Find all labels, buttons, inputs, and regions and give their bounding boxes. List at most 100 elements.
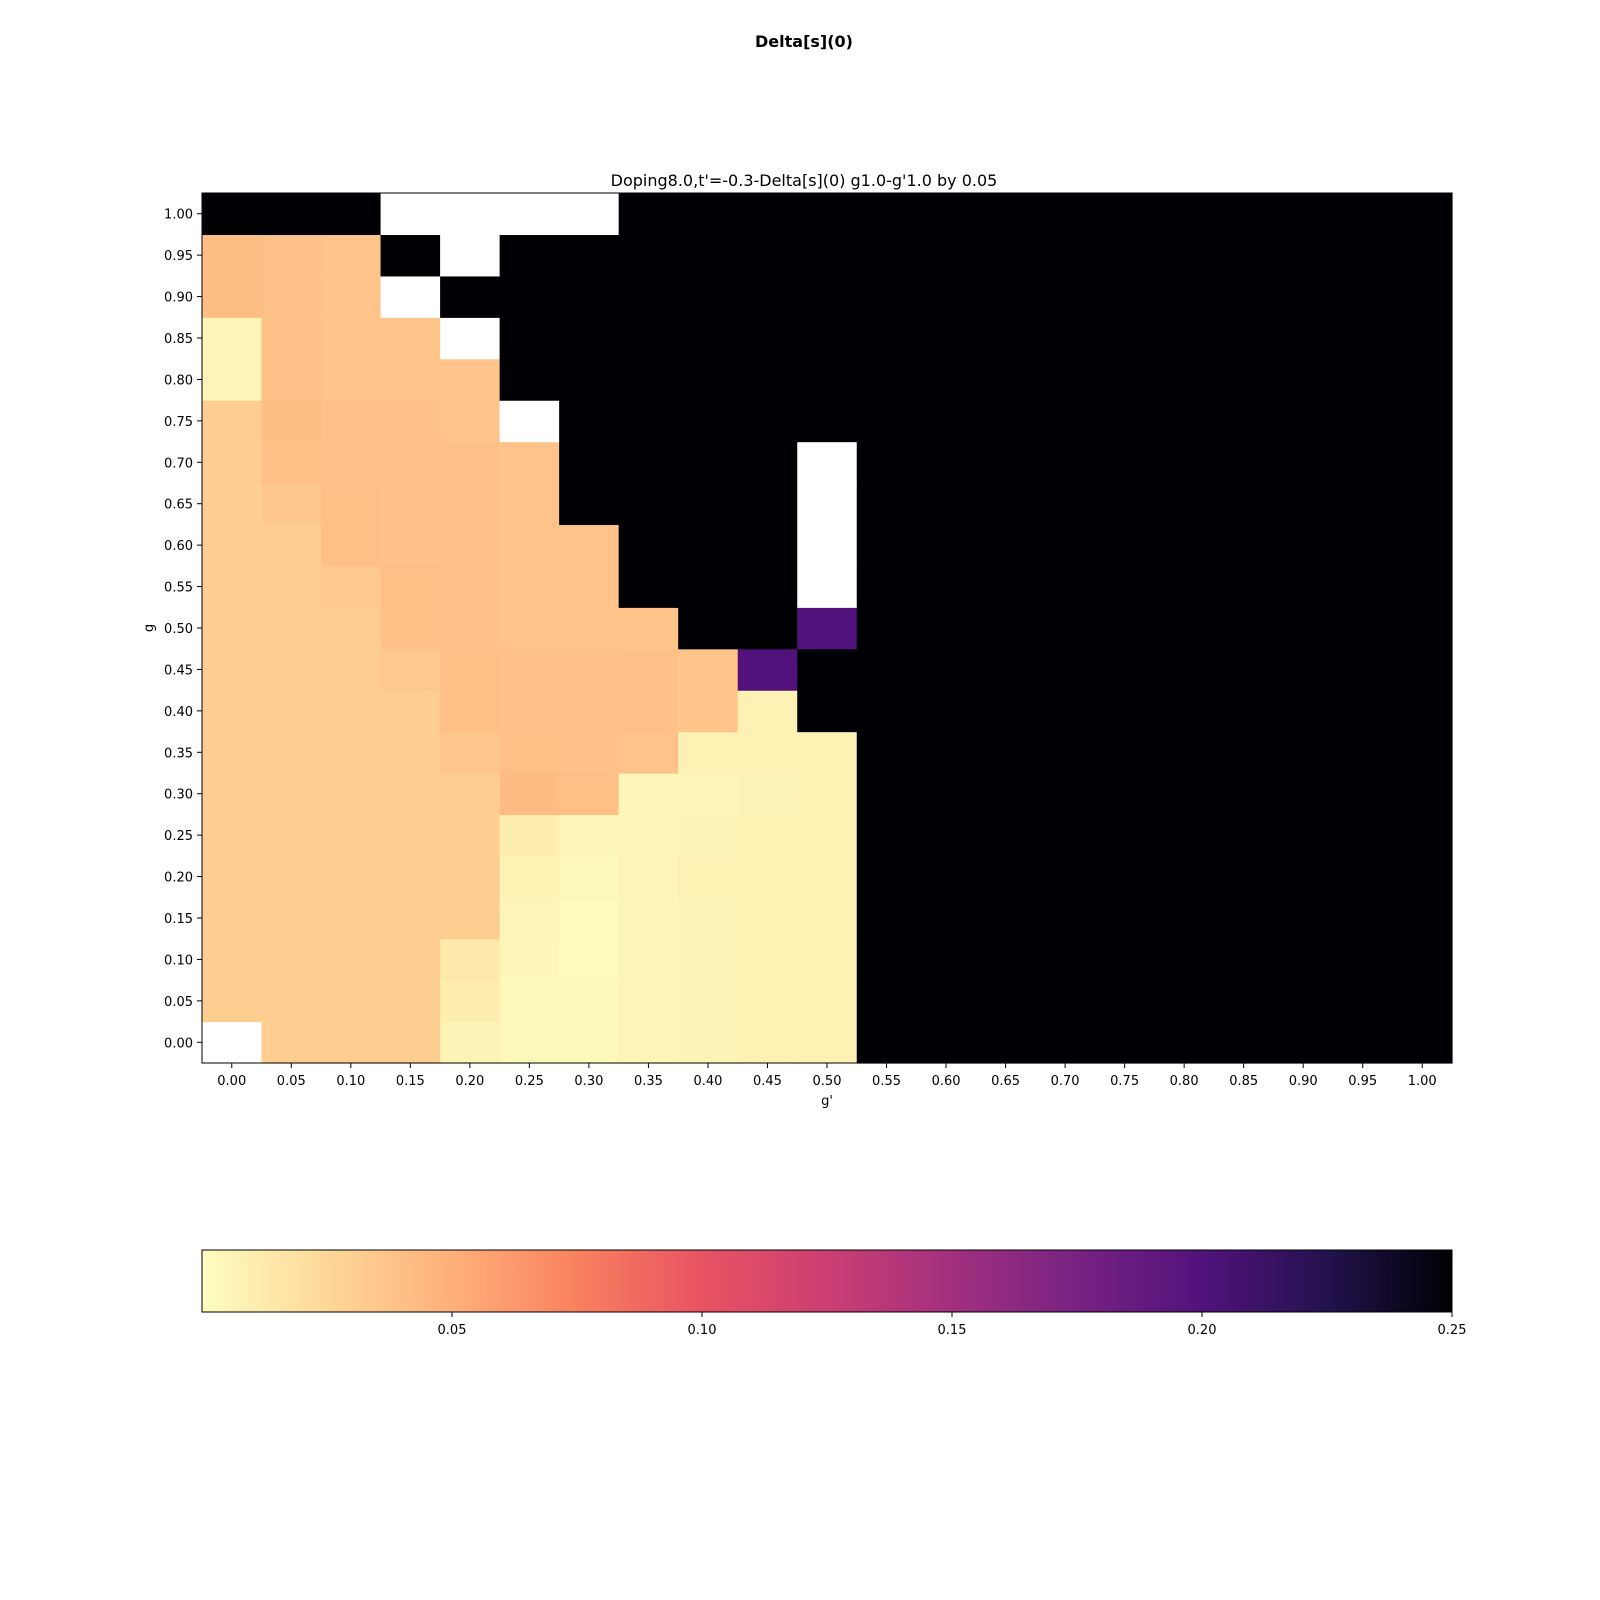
heatmap-cell [321, 524, 382, 567]
heatmap-cell [1392, 897, 1453, 940]
heatmap-cell [1154, 814, 1215, 857]
heatmap-cell [678, 193, 739, 236]
heatmap-cell [975, 483, 1036, 526]
x-axis-label: g' [821, 1094, 833, 1109]
heatmap-cell [1273, 1021, 1334, 1064]
heatmap-cell [1273, 317, 1334, 360]
heatmap-cell [1213, 1021, 1275, 1064]
heatmap-cell [1392, 400, 1453, 443]
heatmap-cell [1035, 234, 1096, 277]
x-tick-label: 0.90 [1289, 1074, 1318, 1089]
heatmap-cell [678, 358, 739, 401]
colorbar-ticks: 0.05 0.10 0.15 0.20 0.25 [438, 1312, 1466, 1338]
heatmap-cell [261, 773, 322, 816]
heatmap-cell [975, 441, 1036, 484]
heatmap-cell [380, 317, 441, 360]
x-tick-label: 0.10 [336, 1074, 365, 1089]
heatmap-cell [1273, 524, 1334, 567]
heatmap-cell [1154, 317, 1215, 360]
heatmap-cell [440, 400, 501, 443]
heatmap-cell [559, 234, 620, 277]
heatmap-cell [856, 565, 917, 608]
heatmap-cell [856, 358, 917, 401]
heatmap-cell [1273, 855, 1334, 898]
heatmap-cell [440, 731, 501, 774]
y-tick-label: 0.25 [164, 829, 193, 844]
heatmap-cell [1213, 690, 1275, 733]
heatmap-cell [261, 358, 322, 401]
heatmap-cell [202, 814, 263, 857]
x-tick-label: 0.70 [1051, 1074, 1080, 1089]
heatmap-cell [1392, 441, 1453, 484]
x-tick-label: 0.95 [1348, 1074, 1377, 1089]
heatmap-cell [440, 483, 501, 526]
heatmap-cell [202, 897, 263, 940]
heatmap-cell [559, 565, 620, 608]
heatmap-cell [916, 275, 977, 318]
heatmap-cell [797, 483, 858, 526]
heatmap-cell [559, 690, 620, 733]
heatmap-cell [975, 773, 1036, 816]
x-tick-label: 0.50 [813, 1074, 842, 1089]
heatmap-cell [737, 607, 798, 650]
x-tick-label: 0.15 [396, 1074, 425, 1089]
heatmap-cell [1273, 275, 1334, 318]
heatmap-cell [856, 441, 917, 484]
heatmap-cell [856, 483, 917, 526]
chart-title: Doping8.0,t'=-0.3-Delta[s](0) g1.0-g'1.0… [611, 171, 998, 190]
heatmap-cell [1094, 524, 1155, 567]
heatmap-cell [1392, 234, 1453, 277]
heatmap-cell [380, 483, 441, 526]
heatmap-cell [975, 731, 1036, 774]
heatmap-cell [618, 731, 679, 774]
heatmap-cell [440, 1021, 501, 1064]
x-tick-label: 0.30 [574, 1074, 603, 1089]
heatmap-cell [916, 1021, 977, 1064]
heatmap-cell [380, 690, 441, 733]
heatmap-cell [1213, 773, 1275, 816]
heatmap-cell [1332, 607, 1394, 650]
heatmap-cell [1332, 275, 1394, 318]
heatmap-cell [1332, 565, 1394, 608]
heatmap-cell [1094, 483, 1155, 526]
heatmap-cell [499, 1021, 560, 1064]
heatmap-cell [1332, 855, 1394, 898]
heatmap-cell [1213, 234, 1275, 277]
heatmap-cell [916, 938, 977, 981]
heatmap-cell [618, 814, 679, 857]
heatmap-cell [618, 648, 679, 691]
heatmap-cell [321, 275, 382, 318]
x-tick-label: 0.65 [991, 1074, 1020, 1089]
heatmap-cell [1154, 980, 1215, 1023]
heatmap-cell [797, 317, 858, 360]
heatmap-cell [1035, 441, 1096, 484]
heatmap-cell [202, 400, 263, 443]
heatmap-cell [797, 980, 858, 1023]
heatmap-cell [499, 690, 560, 733]
y-tick-label: 0.00 [164, 1036, 193, 1051]
heatmap-cell [1392, 773, 1453, 816]
heatmap-cell [202, 193, 263, 236]
heatmap-cell [1035, 400, 1096, 443]
heatmap-cell [737, 690, 798, 733]
heatmap-cell [618, 358, 679, 401]
y-tick-label: 0.05 [164, 995, 193, 1010]
heatmap-cell [797, 773, 858, 816]
heatmap-cell [916, 234, 977, 277]
heatmap-cell [916, 690, 977, 733]
x-tick-label: 0.85 [1229, 1074, 1258, 1089]
heatmap-cell [1392, 814, 1453, 857]
heatmap-cell [678, 690, 739, 733]
heatmap-cell [797, 855, 858, 898]
heatmap-cell [559, 648, 620, 691]
heatmap-cell [797, 897, 858, 940]
heatmap-cell [1332, 524, 1394, 567]
heatmap-cell [618, 980, 679, 1023]
heatmap-cell [916, 565, 977, 608]
heatmap-cell [1035, 607, 1096, 650]
heatmap-cell [797, 607, 858, 650]
heatmap-cell [499, 358, 560, 401]
heatmap-cell [737, 814, 798, 857]
heatmap-cell [797, 938, 858, 981]
heatmap-cell [1213, 814, 1275, 857]
